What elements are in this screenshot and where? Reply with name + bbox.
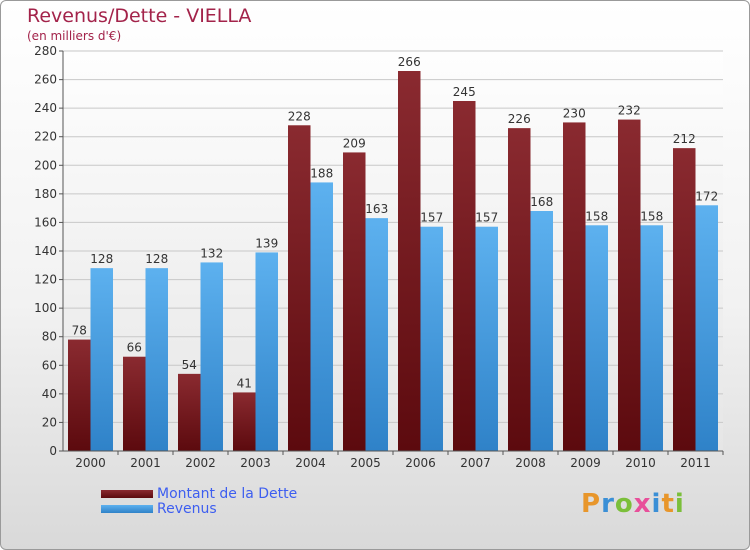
x-tick-label: 2007 xyxy=(460,456,491,470)
x-tick-label: 2011 xyxy=(680,456,711,470)
x-tick-label: 2000 xyxy=(75,456,106,470)
legend-label-revenue: Revenus xyxy=(157,501,217,517)
data-labels: 78 128 66 128 54 132 41 139 228 188 209 163 266 157 24… xyxy=(72,55,719,390)
x-tick-label: 2004 xyxy=(295,456,326,470)
y-tick-label: 100 xyxy=(34,301,57,315)
data-label-debt: 66 xyxy=(127,341,142,355)
bar-revenue xyxy=(255,252,278,451)
y-tick-label: 260 xyxy=(34,73,57,87)
y-tick-label: 20 xyxy=(42,415,57,429)
bar-debt xyxy=(233,392,256,451)
grid-lines xyxy=(63,50,723,423)
legend-swatch-revenue xyxy=(101,505,153,513)
data-label-debt: 209 xyxy=(343,136,366,150)
data-label-debt: 226 xyxy=(508,112,531,126)
bar-debt xyxy=(123,356,146,451)
bar-debt xyxy=(563,122,586,451)
y-tick-label: 120 xyxy=(34,273,57,287)
bar-debt xyxy=(288,125,311,452)
bar-revenue xyxy=(530,211,553,451)
x-tick-label: 2005 xyxy=(350,456,381,470)
x-tick-label: 2009 xyxy=(570,456,601,470)
x-tick-label: 2006 xyxy=(405,456,436,470)
logo-letter: P xyxy=(581,489,602,519)
x-tick-label: 2010 xyxy=(625,456,656,470)
bar-debt xyxy=(178,373,201,451)
bar-debt xyxy=(68,339,91,451)
data-label-debt: 266 xyxy=(398,55,421,69)
logo-letter: t xyxy=(661,489,675,519)
logo-letter: x xyxy=(633,489,652,519)
bar-revenue xyxy=(200,262,223,451)
bar-revenue xyxy=(695,205,718,451)
y-tick-label: 60 xyxy=(42,358,57,372)
y-tick-label: 40 xyxy=(42,387,57,401)
data-label-debt: 228 xyxy=(288,109,311,123)
bar-revenue xyxy=(420,226,443,451)
bar-debt xyxy=(343,152,366,451)
bar-revenue xyxy=(475,226,498,451)
bar-debt xyxy=(508,128,531,451)
data-label-debt: 41 xyxy=(237,376,252,390)
proxiti-logo: Proxiti xyxy=(581,489,685,519)
bar-debt xyxy=(398,71,421,451)
data-label-revenue: 128 xyxy=(90,252,113,266)
y-tick-label: 200 xyxy=(34,158,57,172)
logo-letter: i xyxy=(674,489,685,519)
bar-revenue xyxy=(365,218,388,451)
bar-debt xyxy=(673,148,696,451)
data-label-debt: 230 xyxy=(563,106,586,120)
y-tick-label: 140 xyxy=(34,244,57,258)
x-tick-label: 2001 xyxy=(130,456,161,470)
legend-swatch-debt xyxy=(101,490,153,498)
data-label-revenue: 158 xyxy=(640,209,663,223)
data-label-revenue: 157 xyxy=(475,211,498,225)
data-label-revenue: 163 xyxy=(365,202,388,216)
x-tick-labels: 2000 2001 2002 2003 2004 2005 2006 2007 2008 2009… xyxy=(75,451,724,470)
data-label-revenue: 157 xyxy=(420,211,443,225)
chart-title: Revenus/Dette - VIELLA xyxy=(27,5,252,27)
data-label-debt: 212 xyxy=(673,132,696,146)
data-label-revenue: 132 xyxy=(200,246,223,260)
data-label-debt: 232 xyxy=(618,104,641,118)
y-tick-label: 280 xyxy=(34,44,57,58)
bar-revenue xyxy=(90,268,113,451)
data-label-revenue: 168 xyxy=(530,195,553,209)
bar-revenue xyxy=(585,225,608,451)
y-tick-label: 160 xyxy=(34,215,57,229)
x-tick-label: 2008 xyxy=(515,456,546,470)
y-tick-label: 80 xyxy=(42,330,57,344)
bar-debt xyxy=(453,101,476,451)
data-label-debt: 54 xyxy=(182,358,197,372)
y-tick-label: 180 xyxy=(34,187,57,201)
x-tick-label: 2002 xyxy=(185,456,216,470)
bar-revenue xyxy=(310,182,333,451)
bar-revenue xyxy=(640,225,663,451)
logo-letter: i xyxy=(651,489,662,519)
chart-subtitle: (en milliers d'€) xyxy=(27,29,122,43)
data-label-debt: 78 xyxy=(72,324,87,338)
bar-debt xyxy=(618,119,641,452)
bars xyxy=(68,71,718,452)
y-tick-label: 0 xyxy=(49,444,57,458)
bar-revenue xyxy=(145,268,168,451)
data-label-debt: 245 xyxy=(453,85,476,99)
data-label-revenue: 158 xyxy=(585,209,608,223)
y-tick-labels: 0 20 40 60 80 100 120 140 160 180 200 220 240 260 280 xyxy=(34,44,63,458)
y-tick-label: 240 xyxy=(34,101,57,115)
legend-label-debt: Montant de la Dette xyxy=(157,486,298,502)
logo-letter: o xyxy=(614,489,634,519)
y-tick-label: 220 xyxy=(34,130,57,144)
data-label-revenue: 139 xyxy=(255,236,278,250)
data-label-revenue: 128 xyxy=(145,252,168,266)
logo-letter: r xyxy=(601,489,615,519)
data-label-revenue: 188 xyxy=(310,166,333,180)
data-label-revenue: 172 xyxy=(695,189,718,203)
x-tick-label: 2003 xyxy=(240,456,271,470)
